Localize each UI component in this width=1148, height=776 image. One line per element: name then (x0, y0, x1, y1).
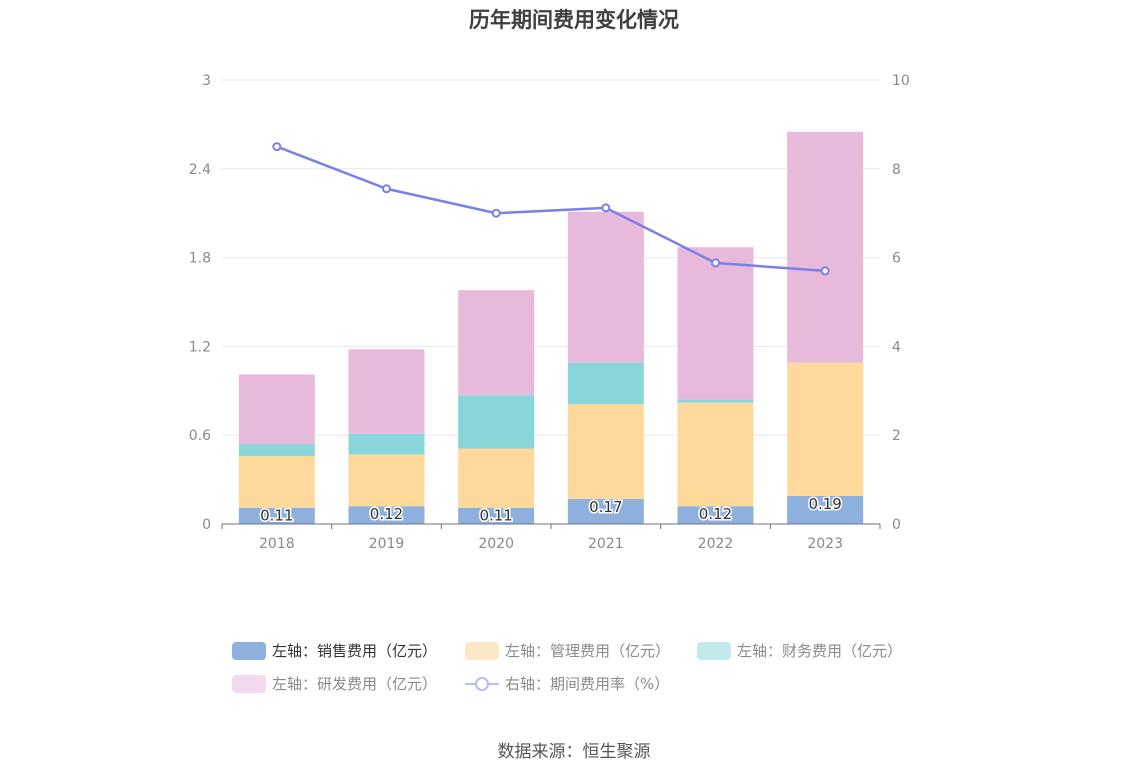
line-point-2023[interactable] (820, 266, 830, 276)
y-left-tick-label: 2.4 (189, 162, 211, 178)
x-tick-label: 2019 (369, 536, 405, 552)
y-right-tick-label: 8 (892, 162, 901, 178)
grid-lines (222, 79, 880, 436)
bar-segment-s1-2020[interactable] (458, 448, 535, 508)
line-point-2020[interactable] (491, 208, 501, 218)
legend-label-rnd: 左轴：研发费用（亿元） (272, 675, 438, 693)
legend-item-sales[interactable]: 左轴：销售费用（亿元） (232, 640, 437, 661)
bar-segment-s2-2018[interactable] (238, 444, 315, 456)
chart-title: 历年期间费用变化情况 (469, 8, 679, 32)
bar-segment-s0-2019[interactable] (348, 506, 425, 524)
y-left-tick-label: 0.6 (189, 428, 211, 444)
bar-segment-s3-2023[interactable] (787, 131, 864, 363)
x-tick-label: 2020 (478, 536, 514, 552)
bar-segment-s3-2018[interactable] (238, 374, 315, 445)
y-right-tick-label: 10 (892, 73, 910, 89)
legend-line-rate-icon (465, 676, 499, 691)
bar-segment-s1-2021[interactable] (567, 404, 644, 499)
legend-label-rate: 右轴：期间费用率（%） (505, 675, 670, 693)
bar-value-label: 0.12 (370, 505, 403, 523)
legend-item-rate[interactable]: 右轴：期间费用率（%） (465, 673, 669, 694)
bar-segment-s0-2022[interactable] (677, 506, 754, 524)
legend-label-admin: 左轴：管理费用（亿元） (505, 642, 671, 660)
legend-swatch-rnd (232, 674, 266, 693)
y-left-tick-label: 0 (202, 517, 211, 533)
line-point-2021[interactable] (601, 203, 611, 213)
legend-item-rnd[interactable]: 左轴：研发费用（亿元） (232, 673, 437, 694)
legend-swatch-sales (232, 641, 266, 660)
legend-item-finance[interactable]: 左轴：财务费用（亿元） (697, 640, 902, 661)
x-axis: 2018 2019 2020 2021 2022 2023 (221, 523, 881, 552)
x-tick-label: 2018 (259, 536, 295, 552)
bar-segment-s1-2019[interactable] (348, 454, 425, 507)
x-tick-label: 2023 (807, 536, 843, 552)
bar-segment-s2-2019[interactable] (348, 433, 425, 455)
bar-segment-s3-2022[interactable] (677, 247, 754, 400)
line-point-2022[interactable] (711, 258, 720, 268)
bar-segment-s2-2022[interactable] (677, 399, 754, 403)
x-tick-label: 2022 (698, 536, 734, 552)
legend-swatch-finance (697, 641, 731, 660)
bar-value-label: 0.11 (479, 507, 512, 525)
legend-label-sales: 左轴：销售费用（亿元） (272, 642, 438, 660)
line-series-rate (276, 145, 826, 273)
bar-segment-s3-2020[interactable] (458, 290, 535, 396)
rate-line (272, 142, 830, 276)
y-right-tick-label: 6 (892, 251, 901, 267)
bar-segment-s0-2023[interactable] (787, 495, 864, 524)
legend-label-finance: 左轴：财务费用（亿元） (737, 642, 903, 660)
bars (238, 131, 864, 524)
y-left-tick-label: 1.2 (189, 339, 211, 355)
bar-value-label: 0.12 (699, 505, 732, 523)
y-left-tick-label: 1.8 (189, 251, 211, 267)
x-tick-label: 2021 (588, 536, 624, 552)
bar-value-label: 0.19 (808, 495, 841, 513)
bar-segment-s0-2021[interactable] (567, 498, 644, 524)
line-point-2019[interactable] (382, 184, 391, 194)
bar-segment-s3-2019[interactable] (348, 349, 425, 434)
legend-swatch-admin (465, 641, 499, 660)
y-right-tick-label: 0 (892, 517, 901, 533)
bar-segment-s2-2021[interactable] (567, 362, 644, 405)
y-right-tick-label: 2 (892, 428, 901, 444)
legend-item-admin[interactable]: 左轴：管理费用（亿元） (465, 640, 670, 661)
bar-labels: 0.11 0.12 0.11 0.17 0.12 0.19 (259, 493, 844, 526)
bar-segment-s0-2020[interactable] (458, 507, 535, 524)
line-point-2018[interactable] (272, 142, 282, 152)
bar-segment-s3-2021[interactable] (567, 211, 644, 363)
bar-segment-s0-2018[interactable] (238, 507, 315, 524)
bar-segment-s1-2023[interactable] (787, 362, 864, 496)
bar-value-label: 0.17 (589, 498, 622, 516)
data-source: 数据来源：恒生聚源 (497, 742, 651, 762)
bar-segment-s1-2022[interactable] (677, 402, 754, 507)
bar-segment-s1-2018[interactable] (238, 455, 315, 508)
y-left-tick-label: 3 (202, 73, 211, 89)
left-axis: 0 0.6 1.2 1.8 2.4 3 (189, 73, 211, 533)
bar-segment-s2-2020[interactable] (458, 395, 535, 449)
right-axis: 0 2 4 6 8 10 (892, 73, 910, 533)
y-right-tick-label: 4 (892, 339, 901, 355)
bar-value-label: 0.11 (260, 507, 293, 525)
